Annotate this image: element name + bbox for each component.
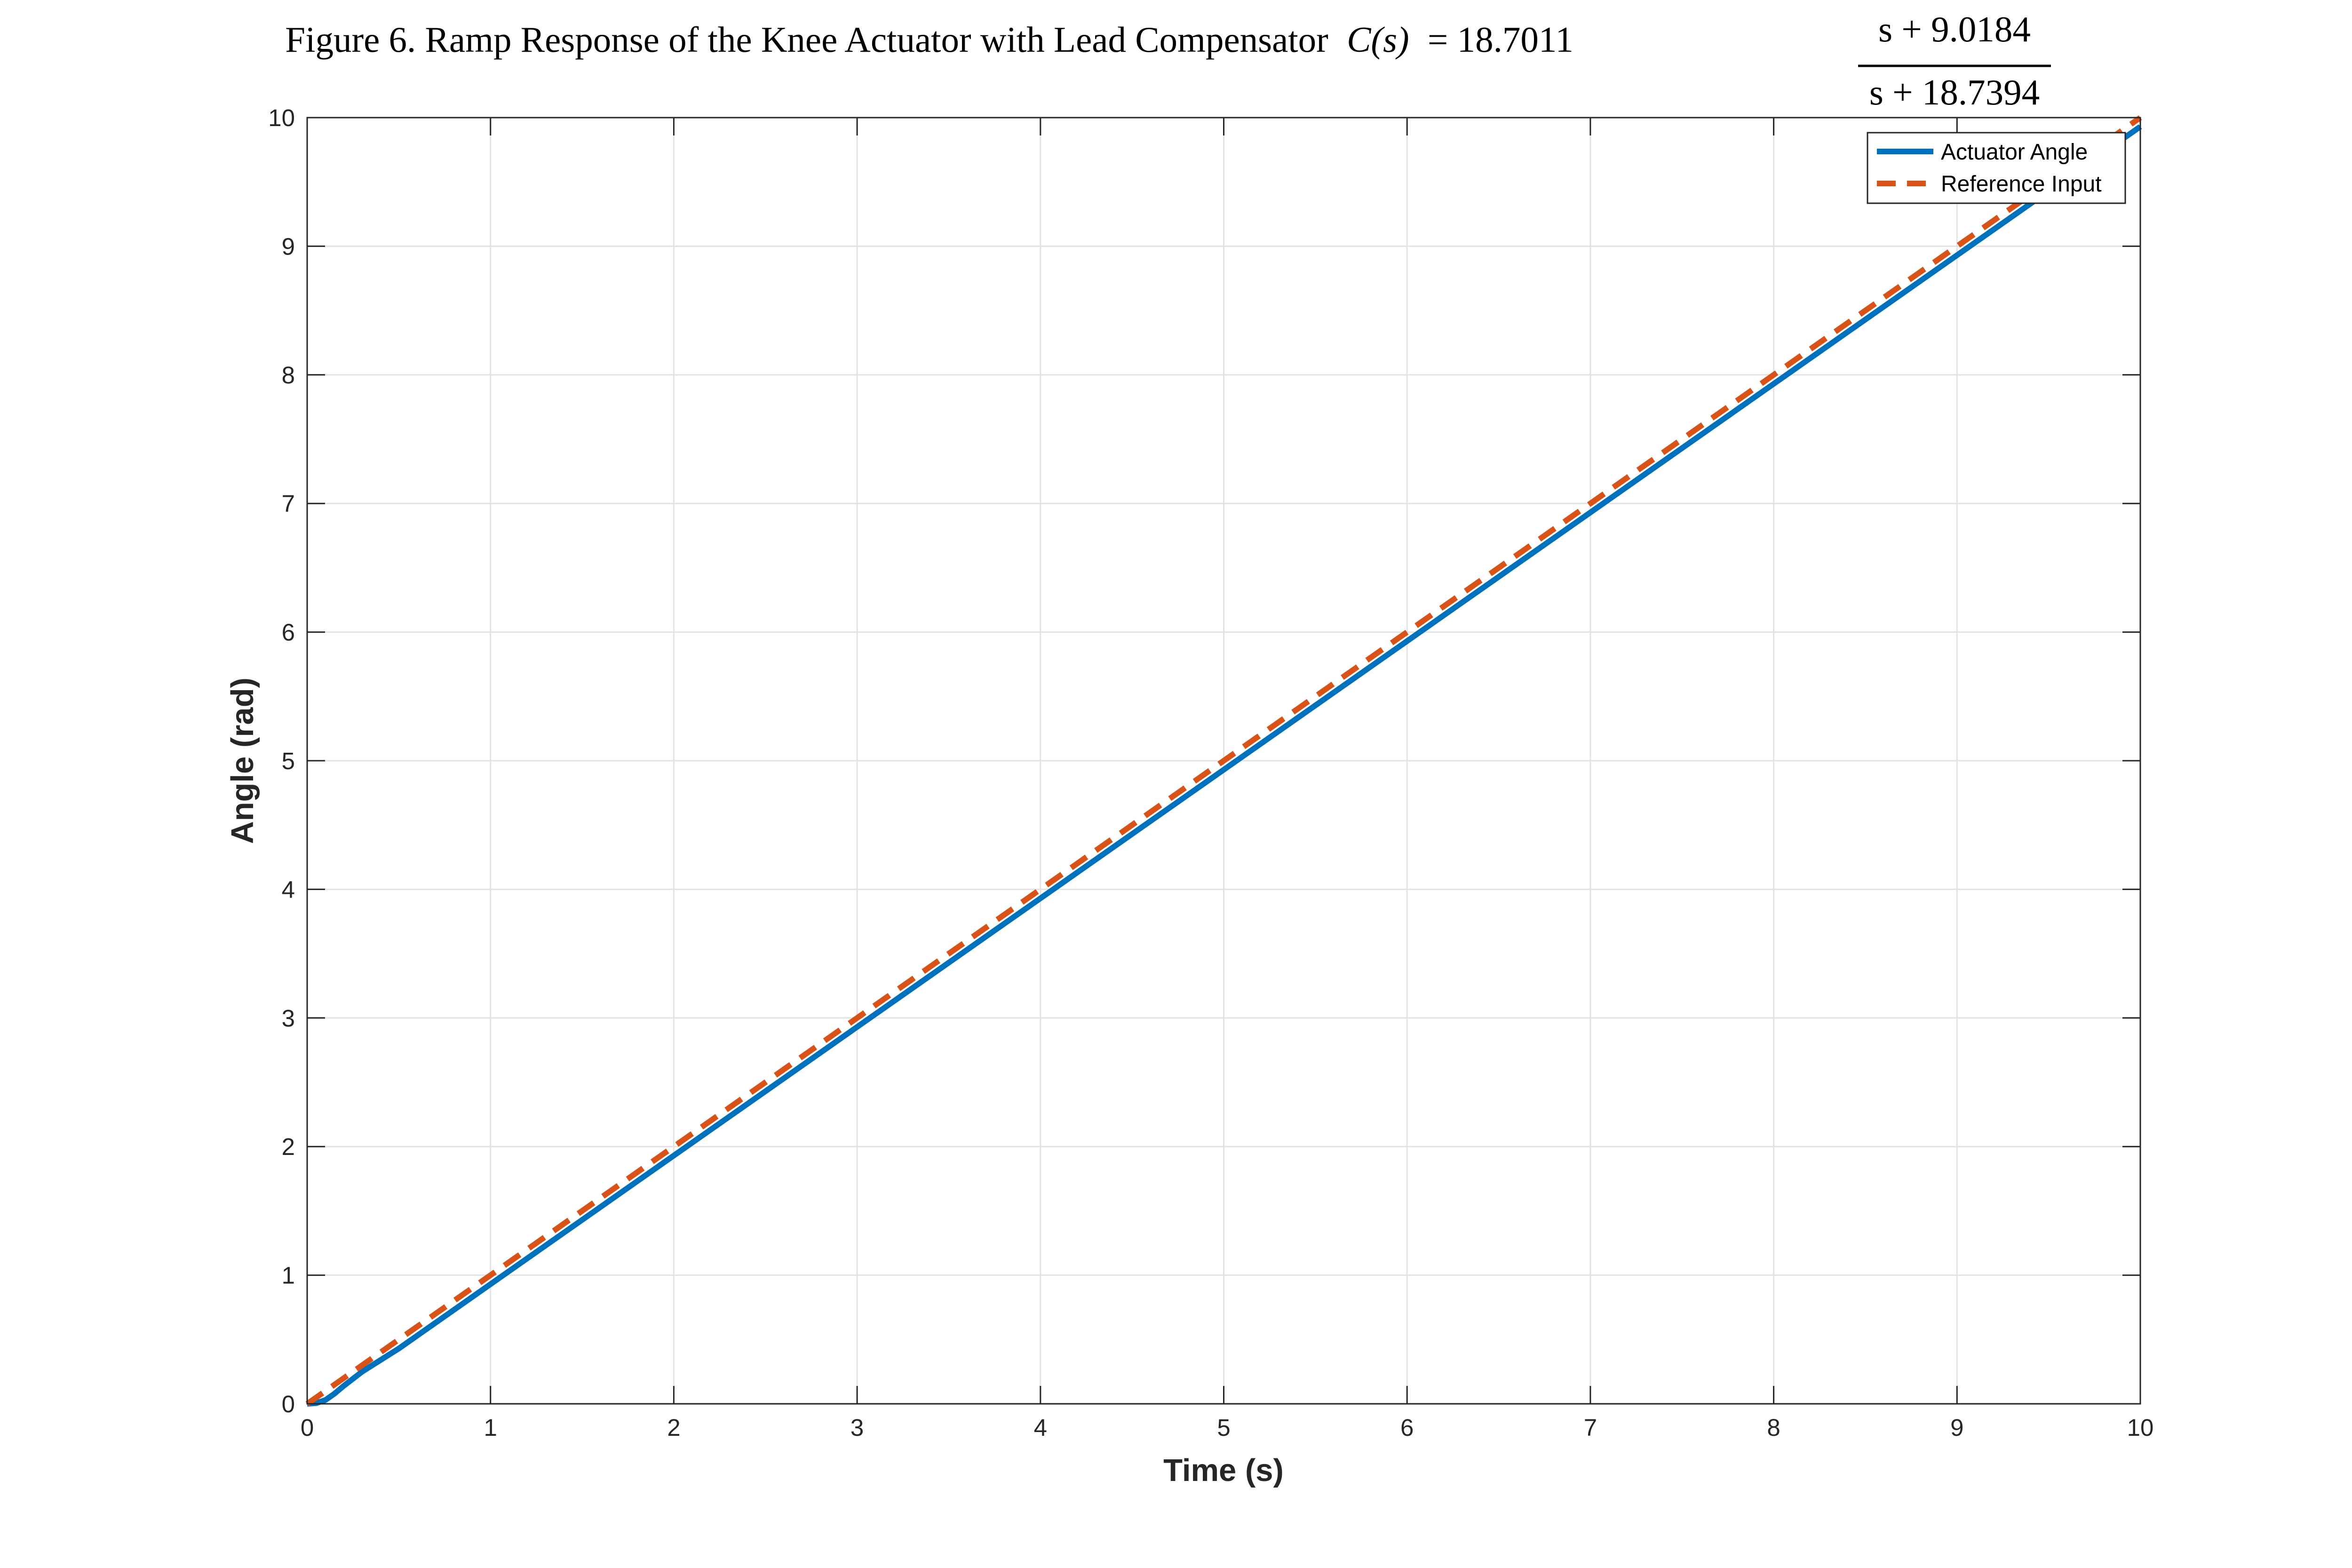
series-line-actuator-angle	[307, 124, 2142, 1407]
y-axis-label: Angle (rad)	[225, 677, 260, 844]
y-tick-labels: 0 1 2 3 4 5 6 7 8 9 10	[268, 104, 295, 1417]
legend: Actuator Angle Reference Input	[1867, 132, 2126, 204]
series-layer	[305, 115, 2142, 1407]
legend-box	[1867, 132, 2126, 204]
x-tick-label-2: 2	[667, 1414, 680, 1441]
x-tick-label-10: 10	[2127, 1414, 2154, 1441]
series-line-reference-input	[305, 115, 2142, 1406]
title-denominator: s + 18.7394	[1869, 72, 2040, 112]
svg-text:Figure 6. Ramp Response of the: Figure 6. Ramp Response of the Knee Actu…	[285, 19, 1573, 60]
x-tick-label-6: 6	[1400, 1414, 1414, 1441]
y-tick-label-7: 7	[282, 490, 295, 517]
y-tick-label-5: 5	[282, 748, 295, 774]
y-tick-label-1: 1	[282, 1262, 295, 1289]
y-tick-label-4: 4	[282, 876, 295, 903]
legend-label-actuator-angle: Actuator Angle	[1941, 140, 2088, 165]
title-equals: = 18.7011	[1428, 19, 1573, 60]
tick-marks	[306, 117, 2141, 1405]
x-tick-label-4: 4	[1034, 1414, 1047, 1441]
y-tick-label-3: 3	[282, 1005, 295, 1032]
x-tick-label-1: 1	[484, 1414, 497, 1441]
y-tick-label-0: 0	[282, 1391, 295, 1417]
title-function: C(s)	[1347, 19, 1409, 60]
y-tick-label-10: 10	[268, 104, 295, 131]
y-tick-label-9: 9	[282, 233, 295, 260]
x-axis-label: Time (s)	[1163, 1453, 1284, 1488]
legend-label-reference-input: Reference Input	[1941, 172, 2102, 197]
y-tick-label-8: 8	[282, 362, 295, 389]
chart-title: Figure 6. Ramp Response of the Knee Actu…	[285, 9, 2051, 112]
y-tick-label-2: 2	[282, 1133, 295, 1160]
title-prefix: Figure 6. Ramp Response of the Knee Actu…	[285, 19, 1328, 60]
x-tick-label-8: 8	[1767, 1414, 1780, 1441]
title-numerator: s + 9.0184	[1878, 9, 2031, 49]
x-tick-label-0: 0	[301, 1414, 314, 1441]
x-tick-label-7: 7	[1584, 1414, 1597, 1441]
x-tick-label-9: 9	[1950, 1414, 1963, 1441]
x-tick-labels: 0 1 2 3 4 5 6 7 8 9 10	[301, 1414, 2154, 1441]
x-tick-label-5: 5	[1217, 1414, 1230, 1441]
x-tick-label-3: 3	[850, 1414, 864, 1441]
y-tick-label-6: 6	[282, 619, 295, 646]
